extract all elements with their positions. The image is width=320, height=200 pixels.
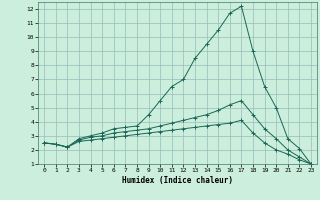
X-axis label: Humidex (Indice chaleur): Humidex (Indice chaleur) [122, 176, 233, 185]
